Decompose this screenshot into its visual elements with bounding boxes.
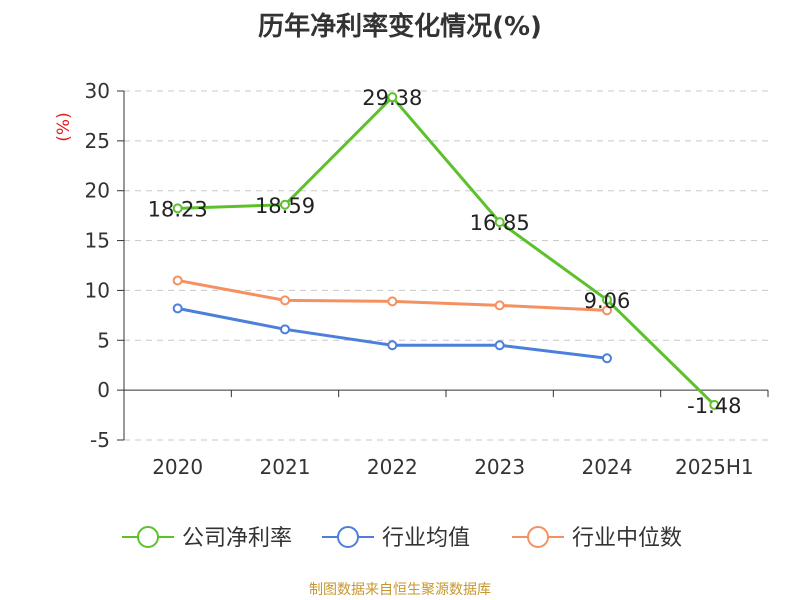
legend-label: 公司净利率 <box>182 526 292 551</box>
legend-label: 行业均值 <box>382 526 470 551</box>
y-tick-label: 25 <box>85 129 110 153</box>
data-point <box>172 203 183 214</box>
data-point <box>387 296 398 307</box>
data-label: -1.48 <box>687 394 741 418</box>
x-tick-label: 2023 <box>474 455 525 479</box>
data-point <box>602 294 612 305</box>
grid-lines <box>124 90 768 441</box>
series-line <box>177 306 608 360</box>
y-tick-label: 5 <box>97 328 110 352</box>
legend[interactable]: 公司净利率 行业均值 行业中位数 <box>122 526 682 551</box>
y-tick-label: 30 <box>85 79 110 103</box>
series-line <box>177 95 716 406</box>
legend-marker <box>337 526 359 548</box>
y-tick-label: 0 <box>97 378 110 402</box>
x-tick-label: 2022 <box>367 455 418 479</box>
y-tick-label: 10 <box>85 278 110 302</box>
data-point <box>494 300 505 311</box>
y-axis-label: (%) <box>54 112 74 141</box>
data-label: 9.06 <box>584 289 631 313</box>
data-point <box>494 340 505 351</box>
data-point <box>602 305 612 316</box>
legend-item[interactable]: 行业均值 <box>322 526 470 551</box>
data-point <box>280 295 290 306</box>
data-label: 29.38 <box>362 86 422 110</box>
data-point <box>172 303 183 314</box>
data-labels: 18.23 18.59 29.38 16.85 9.06 -1.48 <box>148 86 742 418</box>
legend-marker <box>137 526 159 548</box>
x-tick-label: 2020 <box>152 455 203 479</box>
data-point <box>494 217 505 228</box>
legend-marker <box>527 526 549 548</box>
y-tick-label: 15 <box>85 229 110 253</box>
data-point <box>387 340 398 351</box>
x-tick-label: 2021 <box>260 455 311 479</box>
data-point <box>280 324 290 335</box>
series-lines <box>172 92 720 410</box>
x-tick-label: 2024 <box>582 455 633 479</box>
x-tick-label: 2025H1 <box>675 455 754 479</box>
data-point <box>602 353 612 364</box>
data-label: 18.59 <box>255 194 315 218</box>
legend-item[interactable]: 行业中位数 <box>512 526 682 551</box>
data-point <box>387 92 398 103</box>
legend-item[interactable]: 公司净利率 <box>122 526 292 551</box>
chart-title: 历年净利率变化情况(%) <box>258 12 542 42</box>
legend-label: 行业中位数 <box>572 526 682 551</box>
data-point <box>280 199 290 210</box>
data-label: 18.23 <box>148 197 208 221</box>
data-point <box>172 275 183 286</box>
data-source-note: 制图数据来自恒生聚源数据库 <box>309 582 491 598</box>
y-tick-label: -5 <box>90 428 110 452</box>
data-label: 16.85 <box>470 211 530 235</box>
y-tick-label: 20 <box>85 179 110 203</box>
axes: 30 25 20 15 10 5 0 -5 2020 2021 2022 2023 2024 2025H1 <box>85 79 769 479</box>
data-point <box>709 399 720 410</box>
